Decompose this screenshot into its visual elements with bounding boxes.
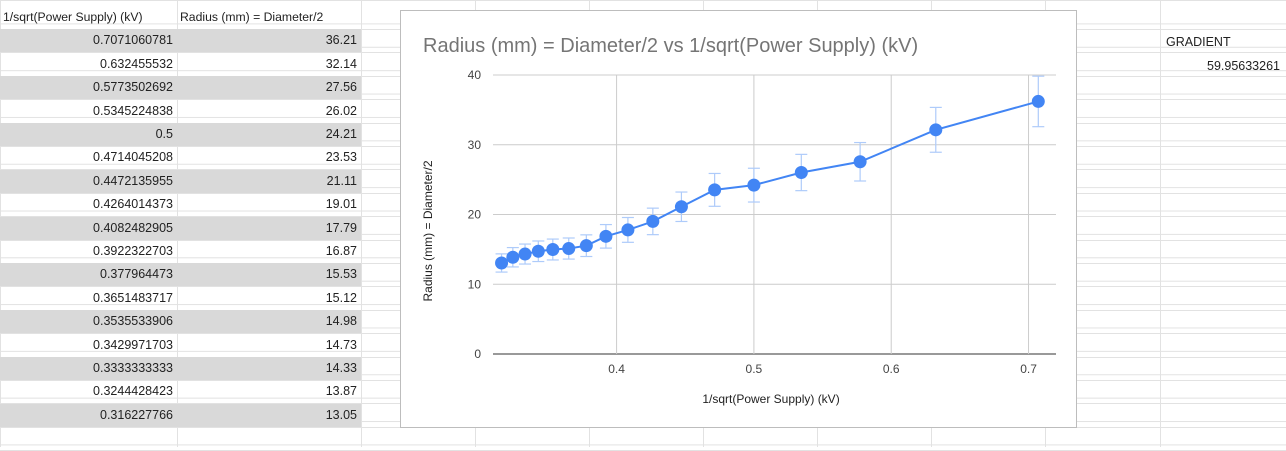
cell-x-value[interactable]: 0.3535533906: [0, 310, 177, 334]
cell-radius-value[interactable]: 27.56: [177, 76, 361, 100]
x-tick-label: 0.6: [883, 362, 900, 376]
cell-radius-value[interactable]: 36.21: [177, 29, 361, 53]
y-tick-label: 40: [468, 68, 482, 82]
cell-radius-value[interactable]: 32.14: [325, 56, 357, 71]
cell-radius-value[interactable]: 19.01: [325, 197, 357, 212]
data-point[interactable]: [518, 247, 532, 261]
cell-x-value[interactable]: 0.3651483717: [93, 290, 173, 305]
data-point[interactable]: [531, 244, 545, 258]
column-divider: [1160, 0, 1161, 447]
data-point[interactable]: [621, 223, 635, 237]
cell-x-value[interactable]: 0.4714045208: [93, 150, 173, 165]
cell-x-value[interactable]: 0.5345224838: [93, 103, 173, 118]
data-point[interactable]: [1031, 94, 1045, 108]
data-point[interactable]: [853, 155, 867, 169]
cell-x-value[interactable]: 0.4264014373: [93, 197, 173, 212]
cell-radius-value[interactable]: 14.73: [325, 337, 357, 352]
data-point[interactable]: [794, 166, 808, 180]
y-tick-label: 10: [468, 277, 482, 291]
header-cell-x[interactable]: 1/sqrt(Power Supply) (kV): [3, 10, 143, 24]
scatter-chart[interactable]: Radius (mm) = Diameter/2 vs 1/sqrt(Power…: [400, 10, 1077, 428]
data-point[interactable]: [929, 123, 943, 137]
chart-title: Radius (mm) = Diameter/2 vs 1/sqrt(Power…: [423, 35, 918, 57]
cell-radius-value[interactable]: 14.33: [177, 357, 361, 380]
data-point[interactable]: [546, 243, 560, 257]
cell-radius-value[interactable]: 24.21: [177, 123, 361, 146]
cell-radius-value[interactable]: 17.79: [177, 216, 361, 240]
cell-x-value[interactable]: 0.316227766: [0, 403, 177, 427]
header-cell-y[interactable]: Radius (mm) = Diameter/2: [180, 10, 324, 24]
x-tick-label: 0.5: [746, 362, 763, 376]
data-point[interactable]: [599, 229, 613, 243]
cell-radius-value[interactable]: 15.53: [177, 263, 361, 287]
y-tick-label: 0: [474, 347, 481, 361]
cell-x-value[interactable]: 0.5773502692: [0, 76, 177, 100]
chart-gridlines: [493, 74, 1056, 355]
cell-x-value[interactable]: 0.3922322703: [93, 244, 173, 258]
cell-radius-value[interactable]: 21.11: [177, 169, 361, 193]
data-point[interactable]: [506, 250, 520, 264]
data-point[interactable]: [708, 183, 722, 197]
cell-radius-value[interactable]: 14.98: [177, 310, 361, 334]
x-tick-label: 0.4: [608, 362, 625, 376]
cell-x-value[interactable]: 0.7071060781: [0, 29, 177, 53]
data-point[interactable]: [495, 256, 509, 270]
cell-radius-value[interactable]: 13.05: [177, 403, 361, 427]
cell-x-value[interactable]: 0.5: [0, 123, 177, 146]
cell-x-value[interactable]: 0.3333333333: [0, 357, 177, 380]
data-point[interactable]: [579, 239, 593, 253]
gradient-label[interactable]: GRADIENT: [1166, 35, 1231, 49]
data-point[interactable]: [747, 178, 761, 192]
cell-radius-value[interactable]: 13.87: [325, 384, 357, 399]
series-line: [501, 100, 1039, 264]
data-point[interactable]: [646, 214, 660, 228]
cell-x-value[interactable]: 0.4472135955: [0, 169, 177, 193]
cell-x-value[interactable]: 0.377964473: [0, 263, 177, 287]
cell-radius-value[interactable]: 26.02: [325, 103, 357, 118]
cell-radius-value[interactable]: 16.87: [325, 244, 357, 258]
y-tick-label: 20: [468, 208, 482, 222]
chart-canvas: Radius (mm) = Diameter/2 vs 1/sqrt(Power…: [421, 35, 1056, 406]
chart-error-bars: [495, 75, 1045, 273]
x-axis-label: 1/sqrt(Power Supply) (kV): [702, 392, 839, 406]
gradient-value[interactable]: 59.95633261: [1207, 59, 1280, 73]
cell-x-value[interactable]: 0.3429971703: [93, 337, 173, 352]
cell-x-value[interactable]: 0.3244428423: [93, 384, 173, 399]
data-point[interactable]: [674, 200, 688, 214]
y-axis-label: Radius (mm) = Diameter/2: [421, 160, 435, 301]
column-divider: [361, 0, 362, 447]
cell-radius-value[interactable]: 15.12: [325, 290, 357, 305]
y-tick-label: 30: [468, 138, 482, 152]
cell-x-value[interactable]: 0.632455532: [100, 56, 173, 71]
cell-radius-value[interactable]: 23.53: [325, 150, 357, 165]
data-point[interactable]: [562, 242, 576, 256]
cell-x-value[interactable]: 0.4082482905: [0, 216, 177, 240]
chart-ticks: 0 10 20 30 40 0.4 0.5 0.6 0.7: [468, 68, 1038, 376]
x-tick-label: 0.7: [1020, 362, 1037, 376]
chart-points: [495, 94, 1045, 270]
